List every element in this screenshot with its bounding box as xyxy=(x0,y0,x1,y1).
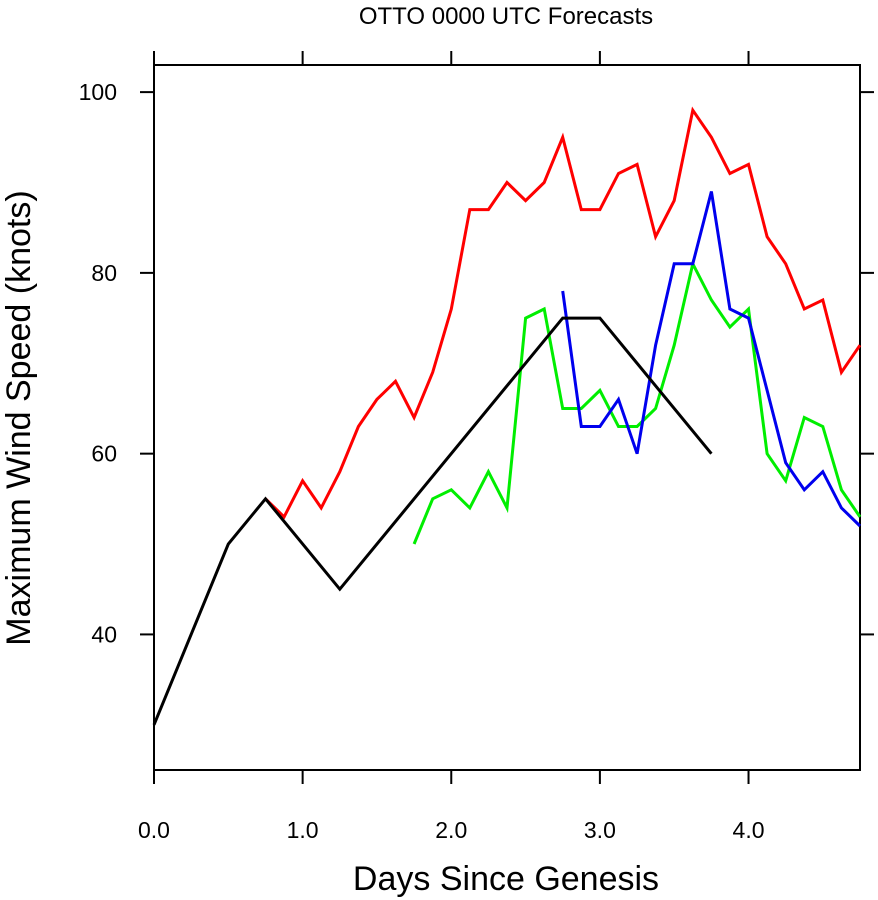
y-tick-label: 60 xyxy=(91,441,117,467)
y-tick-label: 100 xyxy=(79,79,117,105)
chart-title: OTTO 0000 UTC Forecasts xyxy=(359,3,653,30)
plot-frame xyxy=(153,64,861,771)
series-layer xyxy=(152,106,862,726)
x-tick-label: 0.0 xyxy=(138,817,170,843)
tick-labels: 0.0 1.0 2.0 3.0 4.0 40 60 80 100 xyxy=(79,79,765,843)
y-tick-label: 40 xyxy=(91,621,117,647)
x-tick-label: 3.0 xyxy=(584,817,616,843)
series-line-3 xyxy=(561,191,862,528)
x-tick-label: 2.0 xyxy=(435,817,467,843)
tick-marks xyxy=(140,51,874,784)
x-tick-label: 1.0 xyxy=(287,817,319,843)
series-line-2 xyxy=(412,259,862,545)
x-tick-label: 4.0 xyxy=(733,817,765,843)
x-axis-label: Days Since Genesis xyxy=(353,860,659,898)
y-tick-label: 80 xyxy=(91,260,117,286)
y-axis-label: Maximum Wind Speed (knots) xyxy=(0,190,38,645)
series-line-4 xyxy=(152,316,713,726)
series-line-1 xyxy=(264,106,862,520)
